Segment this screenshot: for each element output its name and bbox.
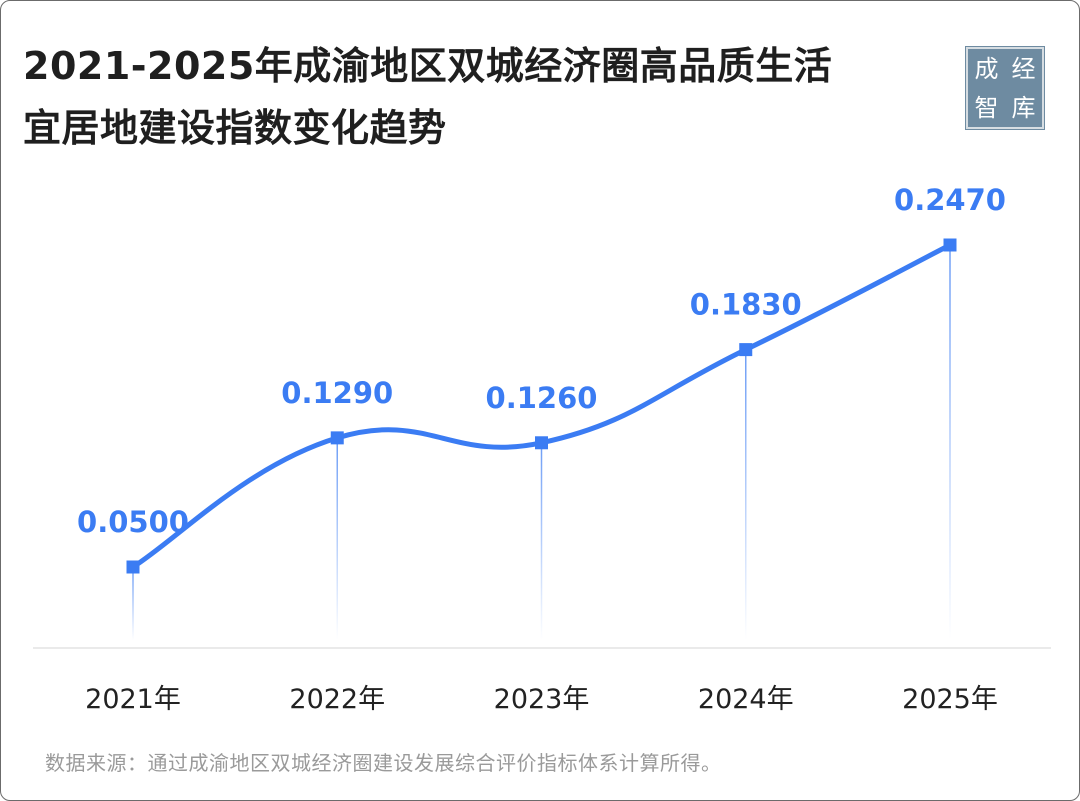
data-point (943, 238, 957, 252)
data-label: 0.1290 (281, 376, 393, 410)
x-tick-label: 2025年 (902, 684, 998, 715)
data-point (535, 436, 548, 450)
logo-char: 库 (1011, 93, 1036, 122)
chart-title-line-1: 2021-2025年成渝地区双城经济圈高品质生活 (23, 44, 833, 88)
data-label: 0.1830 (690, 288, 802, 322)
x-tick-label: 2024年 (698, 684, 794, 715)
chart-title: 2021-2025年成渝地区双城经济圈高品质生活 宜居地建设指数变化趋势 (23, 35, 923, 159)
data-source-note: 数据来源：通过成渝地区双城经济圈建设发展综合评价指标体系计算所得。 (45, 751, 722, 775)
x-tick-label: 2021年 (85, 684, 181, 715)
data-point (739, 343, 753, 357)
x-tick-label: 2023年 (494, 684, 590, 715)
data-label: 0.0500 (77, 505, 189, 539)
data-point (126, 560, 140, 574)
chengjing-think-tank-logo: 成 经 智 库 (966, 47, 1044, 129)
data-point (330, 431, 344, 445)
drop-line (336, 437, 338, 640)
drop-line (745, 349, 747, 640)
logo-char: 成 (974, 54, 999, 83)
logo-char: 智 (974, 93, 999, 122)
data-label: 0.2470 (894, 183, 1006, 217)
drop-line (132, 567, 134, 640)
logo-char: 经 (1011, 54, 1036, 83)
x-tick-label: 2022年 (289, 684, 385, 715)
drop-line (949, 245, 951, 640)
chart-title-line-2: 宜居地建设指数变化趋势 (23, 106, 447, 150)
data-label: 0.1260 (486, 381, 598, 415)
drop-line (540, 442, 543, 640)
